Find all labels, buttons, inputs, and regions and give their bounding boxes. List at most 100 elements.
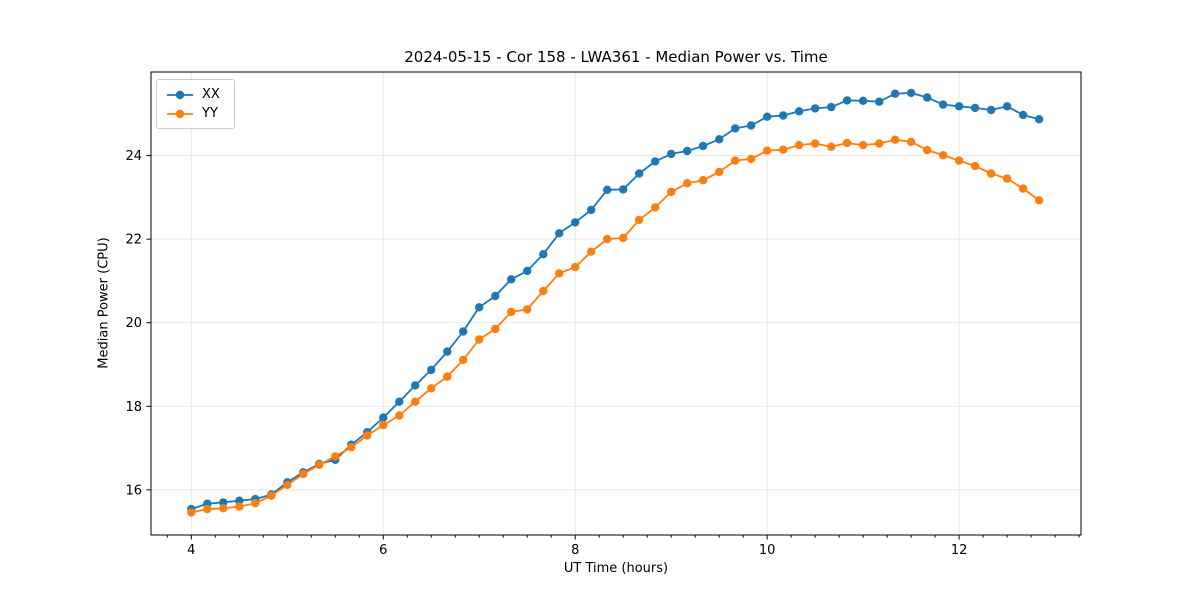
data-point (698, 141, 708, 151)
y-tick-label: 22 (125, 233, 142, 248)
data-point (283, 480, 292, 490)
x-tick-label: 8 (571, 543, 579, 558)
data-point (491, 324, 500, 334)
data-point (603, 185, 612, 194)
data-point (746, 121, 756, 130)
data-point (555, 229, 564, 238)
data-point (667, 187, 676, 197)
data-point (619, 233, 628, 243)
data-point (810, 104, 820, 113)
legend-swatch-xx-icon (167, 90, 193, 99)
data-point (906, 137, 916, 146)
data-point (299, 469, 308, 479)
data-point (427, 384, 436, 393)
data-point (651, 157, 660, 166)
data-point (827, 142, 836, 151)
data-point (970, 161, 980, 171)
data-point (187, 508, 196, 517)
y-tick-label: 24 (125, 149, 142, 164)
x-axis-label: UT Time (hours) (563, 561, 669, 576)
data-point (459, 355, 468, 365)
data-point (683, 146, 692, 156)
data-point (395, 397, 404, 406)
series-yy-markers (187, 135, 1044, 517)
data-point (746, 154, 756, 164)
data-point (779, 111, 788, 120)
axes-frame (150, 71, 1082, 536)
data-point (794, 107, 804, 116)
gridlines (151, 72, 1081, 535)
y-tick-label: 16 (125, 483, 142, 498)
data-point (667, 149, 676, 159)
data-point (954, 156, 964, 165)
data-point (459, 327, 468, 336)
data-point (986, 105, 996, 115)
data-point (251, 499, 260, 508)
x-tick-label: 12 (951, 543, 968, 558)
data-point (779, 145, 788, 154)
data-point (890, 89, 900, 98)
data-point (523, 305, 532, 314)
data-point (1018, 110, 1028, 120)
legend-item-xx: XX (165, 85, 220, 104)
data-point (379, 420, 388, 430)
ticks (146, 155, 1080, 540)
data-point (827, 102, 836, 112)
data-point (938, 151, 948, 160)
data-point (571, 218, 580, 227)
data-point (906, 88, 916, 98)
data-point (523, 266, 532, 276)
data-point (379, 413, 388, 422)
data-point (970, 103, 980, 113)
data-point (698, 176, 708, 185)
data-point (938, 100, 948, 109)
data-point (683, 179, 692, 188)
data-point (507, 275, 516, 284)
data-point (1002, 174, 1012, 183)
data-point (763, 146, 772, 155)
data-point (539, 286, 548, 296)
data-point (203, 504, 212, 514)
chart-title: 2024-05-15 - Cor 158 - LWA361 - Median P… (404, 48, 828, 66)
data-point (875, 139, 884, 148)
data-point (810, 139, 820, 148)
data-point (331, 452, 340, 461)
data-point (219, 504, 228, 513)
data-point (858, 96, 868, 106)
data-point (411, 381, 420, 390)
data-point (619, 185, 628, 194)
data-point (794, 140, 804, 150)
data-point (923, 93, 932, 102)
data-point (763, 112, 772, 121)
data-point (475, 335, 484, 344)
data-point (475, 303, 484, 312)
data-point (491, 291, 500, 301)
legend-item-yy: YY (165, 104, 220, 123)
data-point (315, 460, 324, 469)
data-point (715, 135, 724, 144)
data-point (1034, 115, 1044, 124)
legend-label-xx: XX (202, 87, 220, 102)
x-tick-label: 4 (187, 543, 195, 558)
series-xx-markers (187, 88, 1044, 514)
data-point (363, 431, 372, 440)
data-point (539, 250, 548, 259)
data-point (842, 138, 852, 148)
data-point (923, 145, 932, 155)
legend-swatch-yy-icon (167, 109, 193, 118)
data-point (555, 269, 564, 278)
data-point (219, 498, 228, 507)
series-yy-line (190, 138, 1040, 514)
data-point (1018, 184, 1028, 193)
x-tick-label: 6 (379, 543, 387, 558)
data-point (635, 169, 644, 178)
y-tick-label: 18 (125, 400, 142, 415)
data-point (267, 491, 276, 500)
data-point (858, 140, 868, 150)
x-tick-label: 10 (759, 543, 776, 558)
data-point (1034, 196, 1044, 205)
data-point (1002, 102, 1012, 111)
data-point (875, 97, 884, 106)
